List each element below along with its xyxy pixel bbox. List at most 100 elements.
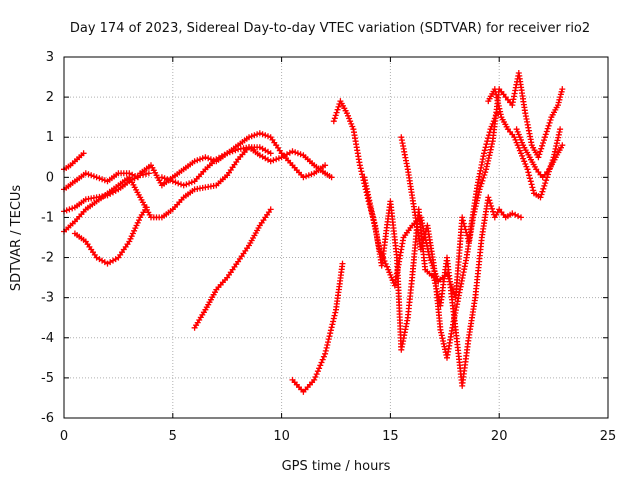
data-point [559,142,566,149]
data-point [536,151,543,158]
data-point [328,324,335,331]
data-point [316,365,323,372]
series-sat-a [61,150,87,173]
data-point [518,214,524,221]
chart-title: Day 174 of 2023, Sidereal Day-to-day VTE… [70,21,590,36]
data-point [248,133,255,140]
data-point [538,191,545,198]
data-point [512,211,519,218]
data-point [380,255,387,262]
data-point [388,274,395,281]
data-point [161,175,168,182]
series-sat-h [191,206,274,331]
data-point [484,160,491,167]
data-point [535,154,542,161]
data-point [485,194,492,201]
data-point [470,211,477,218]
axis-ticks: 0 5 10 15 20 25 -6 -5 -4 -3 -2 -1 0 1 2 3 [41,50,616,444]
data-point [267,150,274,157]
data-point [246,134,252,141]
data-point [515,213,522,220]
data-point [480,174,487,181]
data-point [365,194,372,201]
data-point [96,175,103,182]
data-point [542,131,549,138]
data-point [128,233,135,240]
data-point [387,271,394,278]
data-point [325,336,332,343]
data-point [527,178,534,185]
x-tick-label: 15 [382,429,399,444]
data-point [477,183,484,190]
data-point [474,197,480,204]
data-point [186,180,193,187]
data-point [541,134,548,141]
data-point [544,125,551,132]
data-point [325,339,331,346]
data-point [528,181,535,188]
data-point [305,172,312,179]
data-point [254,131,261,138]
data-point [545,122,552,129]
data-point [379,252,385,259]
series-sat-k [361,110,500,301]
data-point [327,330,334,337]
data-point [93,174,100,181]
data-point [543,128,550,135]
series-line [400,72,564,359]
data-point [484,138,491,145]
series-line [63,152,85,171]
data-point [322,162,329,169]
data-point [207,156,214,163]
data-point [513,126,520,133]
data-point [523,163,530,170]
data-point [183,181,190,188]
data-point [143,171,149,177]
data-points [61,70,566,395]
data-point [323,344,330,351]
data-point [289,148,296,155]
y-tick-label: -5 [41,371,54,386]
data-point [275,155,282,162]
data-point [555,131,562,138]
data-point [134,219,141,226]
data-point [345,112,351,119]
data-point [482,169,489,176]
data-point [368,208,375,215]
data-point [539,188,546,195]
x-tick-label: 10 [273,429,290,444]
data-point [384,263,390,270]
data-point [66,206,73,213]
data-point [481,150,487,157]
data-point [326,333,333,340]
data-point [331,312,338,319]
data-point [526,172,533,179]
data-point [437,326,444,333]
data-point [486,152,493,159]
data-point [172,179,179,186]
data-point [314,368,321,375]
data-point [262,132,269,139]
data-point [479,177,486,184]
data-point [334,106,341,113]
data-point [488,203,495,209]
data-point [377,249,384,256]
data-point [322,350,329,357]
plot-frame [63,56,609,419]
data-point [330,318,337,325]
data-point [322,347,329,354]
data-point [202,154,209,161]
data-point [472,203,479,210]
x-tick-label: 5 [169,429,177,444]
data-point [483,166,490,173]
data-point [546,119,553,126]
data-point [487,200,494,207]
data-point [136,217,142,224]
data-point [199,155,206,162]
data-point [445,275,452,282]
data-point [69,205,76,212]
data-point [232,147,239,154]
x-tick-label: 20 [491,429,508,444]
series-sat-j [330,98,524,389]
data-point [538,145,545,152]
